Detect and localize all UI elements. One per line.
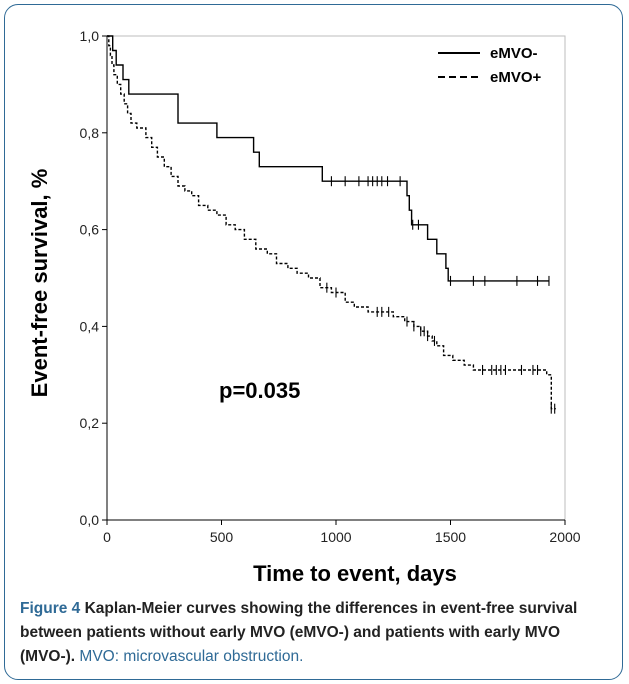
survival-curve: [107, 35, 556, 410]
x-tick-label: 1500: [435, 529, 466, 545]
plot-frame: [106, 35, 566, 521]
survival-curve: [107, 35, 549, 282]
x-tick-label: 500: [210, 529, 234, 545]
legend: eMVO-eMVO+: [438, 45, 542, 86]
x-axis: 0 500 1000 1500 2000: [103, 520, 581, 545]
kaplan-meier-chart: 0,0 0,2 0,4 0,6 0,8 1,0 0 500 1000 1500 2000 eMVO…: [27, 28, 581, 586]
y-tick-label: 0,2: [80, 415, 100, 431]
y-tick-label: 0,6: [80, 222, 100, 238]
y-tick-label: 1,0: [80, 28, 100, 44]
x-axis-title: Time to event, days: [253, 561, 457, 586]
legend-label: eMVO-: [490, 45, 538, 62]
figure-caption: Figure 4 Kaplan-Meier curves showing the…: [20, 597, 610, 669]
x-tick-label: 1000: [320, 529, 351, 545]
p-value-annotation: p=0.035: [219, 378, 300, 403]
y-tick-label: 0,0: [80, 512, 100, 528]
caption-label: Figure 4: [20, 600, 81, 617]
caption-bold-text: Kaplan-Meier curves showing the differen…: [20, 600, 578, 665]
y-tick-label: 0,4: [80, 318, 100, 334]
series-eMVO-: [107, 35, 550, 286]
x-tick-label: 2000: [549, 529, 580, 545]
y-axis: 0,0 0,2 0,4 0,6 0,8 1,0: [80, 28, 107, 528]
plot-border: [106, 35, 566, 521]
caption-rest-text: MVO: microvascular obstruction.: [75, 648, 304, 665]
y-axis-title: Event-free survival, %: [27, 169, 52, 398]
x-tick-label: 0: [103, 529, 111, 545]
y-tick-label: 0,8: [80, 125, 100, 141]
legend-label: eMVO+: [490, 69, 542, 86]
series-eMVO+: [107, 35, 556, 414]
series-layer: [107, 35, 556, 414]
